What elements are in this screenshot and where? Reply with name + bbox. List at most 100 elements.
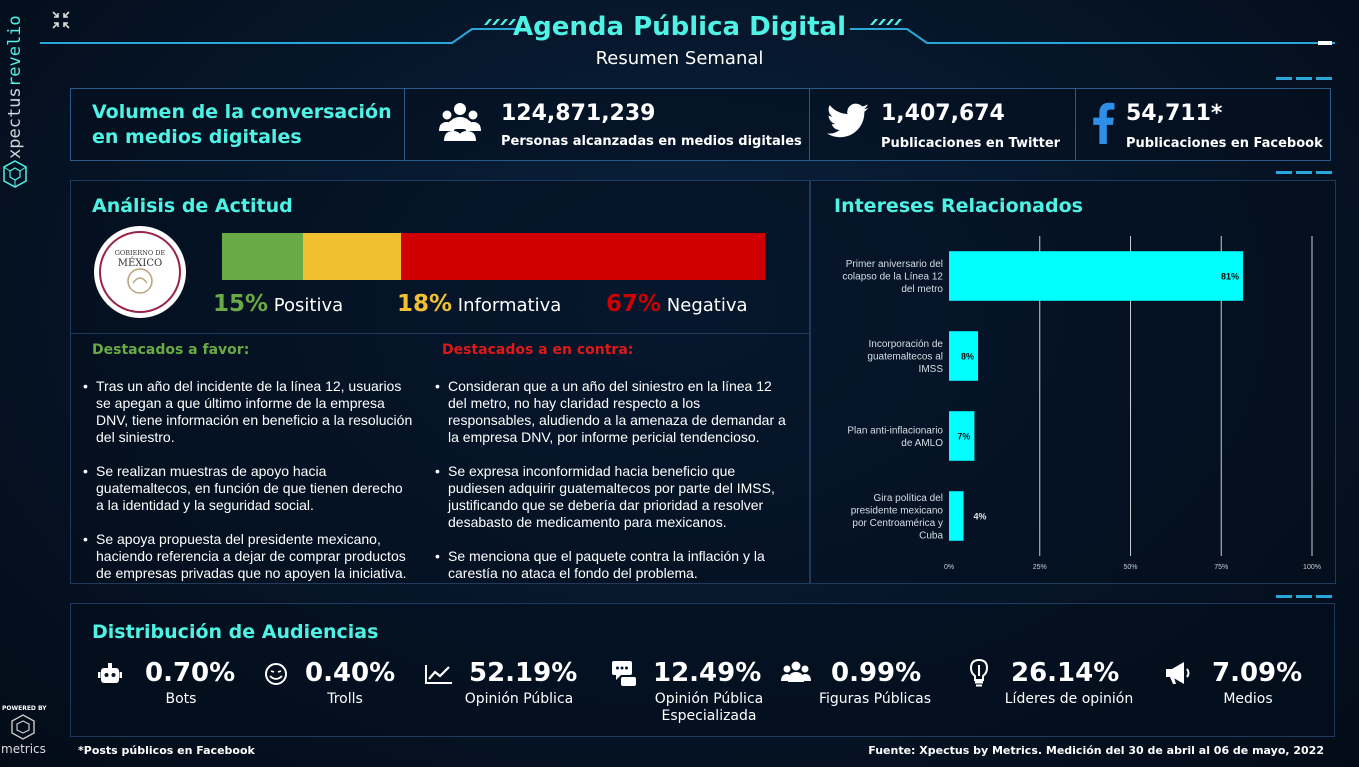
interests-panel: Intereses Relacionados 0% 25% 50% 75% 100% Pr… [810,180,1336,584]
interests-title: Intereses Relacionados [834,195,1083,217]
audience-title: Distribución de Audiencias [92,621,379,643]
attitude-bar-informative [303,233,402,280]
kpi-item-reach [437,101,483,147]
attitude-title: Análisis de Actitud [92,195,293,217]
chart-x-tick-label: 0% [944,564,954,571]
metrics-logo-icon [11,714,35,740]
line-chart-icon [425,665,452,684]
attitude-label-informative: Informativa [457,295,562,316]
attitude-legend-positive: 15% Positiva [213,291,343,317]
chart-category-label: colapso de la Línea 12 [842,272,943,283]
logo-text-top: GOBIERNO DE [115,249,166,257]
favor-item: Se apoya propuesta del presidente mexica… [83,531,413,582]
people-icon [439,103,481,141]
brand-name-part1: xpectus [5,87,25,159]
chart-category-label: del metro [901,284,943,295]
audience-specialized-label: Opinión Pública Especializada [654,691,764,724]
audience-media-label: Medios [1223,691,1273,707]
facebook-icon [1093,102,1115,144]
audience-panel: Distribución de Audiencias 0.70% Bots 0.… [70,603,1335,737]
interests-bar-chart: 0% 25% 50% 75% 100% Primer aniversario del col… [842,236,1321,571]
chart-x-tick-label: 75% [1214,564,1228,571]
attitude-legend-negative: 67% Negativa [606,291,748,317]
powered-by-label: POWERED BY [2,705,47,712]
audience-specialized-value: 12.49% [653,658,762,688]
chart-category-label: guatemaltecos al [867,352,943,363]
metrics-label: metrics [1,742,46,756]
chart-data-label: 4% [974,512,987,522]
kpi-reach-label: Personas alcanzadas en medios digitales [501,134,802,149]
attitude-legend-informative: 18% Informativa [397,291,561,317]
chat-bubbles-icon [612,661,636,686]
contra-item: Se expresa inconformidad hacia beneficio… [435,463,787,531]
collapse-arrows-icon[interactable] [52,11,70,29]
users-group-icon [781,661,811,682]
chart-x-tick-label: 25% [1033,564,1047,571]
audience-leaders-label: Líderes de opinión [1004,691,1134,707]
audience-leaders-value: 26.14% [1011,658,1120,688]
contra-title: Destacados a en contra: [442,342,634,358]
header-frame [40,19,1335,45]
attitude-label-positive: Positiva [273,295,344,316]
chart-bar [949,491,964,541]
attitude-bar-negative [401,233,765,280]
page-title: Agenda Pública Digital [513,12,846,42]
chart-data-label: 8% [961,352,974,362]
audience-figures-label: Figuras Públicas [818,691,932,707]
audience-bots-label: Bots [165,691,197,707]
attitude-label-negative: Negativa [666,295,748,316]
kpi-facebook-label: Publicaciones en Facebook [1126,136,1323,151]
chart-x-tick-label: 50% [1123,564,1137,571]
attitude-pct-negative: 67% [606,291,662,317]
troll-face-icon [265,663,287,685]
attitude-panel: Análisis de Actitud GOBIERNO DE MÉXICO 1… [70,180,810,584]
favor-item: Se realizan muestras de apoyo hacia guat… [83,463,413,514]
gobierno-mexico-logo: GOBIERNO DE MÉXICO [94,226,186,318]
kpi-panel: Volumen de la conversación en medios dig… [70,88,1331,161]
chart-category-label: Plan anti-inflacionario [847,425,943,436]
audience-bots-value: 0.70% [145,658,236,688]
kpi-title-line1: Volumen de la conversación [92,101,392,123]
chart-data-label: 7% [957,432,970,442]
audience-opinion-label: Opinión Pública [464,691,574,707]
contra-list: Consideran que a un año del siniestro en… [435,378,787,599]
chart-category-label: Incorporación de [869,339,944,350]
brand-sidebar: xpectus revelio POWERED BY metrics [0,0,47,767]
favor-list: Tras un año del incidente de la línea 12… [83,378,413,599]
kpi-twitter-label: Publicaciones en Twitter [881,136,1061,151]
contra-item: Se menciona que el paquete contra la inf… [435,548,787,582]
footer-note: *Posts públicos en Facebook [78,744,255,757]
lightbulb-icon [969,659,989,687]
contra-item: Consideran que a un año del siniestro en… [435,378,787,446]
audience-figures-value: 0.99% [831,658,922,688]
divider [404,89,405,160]
attitude-stacked-bar [222,233,765,280]
kpi-panel-title: Volumen de la conversación en medios dig… [92,100,402,150]
chart-category-label: Gira política del [874,493,943,504]
audience-opinion-value: 52.19% [469,658,578,688]
page-subtitle: Resumen Semanal [595,48,764,69]
panel-deco-dashes [1276,595,1332,598]
audience-trolls-label: Trolls [327,691,363,707]
divider [1075,89,1076,160]
chart-category-label: Primer aniversario del [846,259,943,270]
kpi-facebook-value: 54,711* [1126,101,1223,126]
attitude-bar-positive [222,233,304,280]
audience-media-value: 7.09% [1212,658,1303,688]
chart-category-label: por Centroamérica y [852,518,943,529]
chart-category-label: de AMLO [901,438,943,449]
chart-category-label: presidente mexicano [851,505,944,516]
footer-source: Fuente: Xpectus by Metrics. Medición del… [868,744,1324,757]
megaphone-icon [1166,662,1190,684]
brand-cube-icon [3,160,27,188]
panel-deco-dashes [1276,171,1332,174]
kpi-twitter-value: 1,407,674 [881,101,1005,126]
favor-item: Tras un año del incidente de la línea 12… [83,378,413,446]
divider [71,333,809,334]
chart-category-label: IMSS [919,364,944,375]
chart-bar [949,411,975,461]
chart-bar [949,331,979,381]
robot-icon [98,663,122,683]
divider [809,89,810,160]
logo-text-main: MÉXICO [118,257,162,269]
